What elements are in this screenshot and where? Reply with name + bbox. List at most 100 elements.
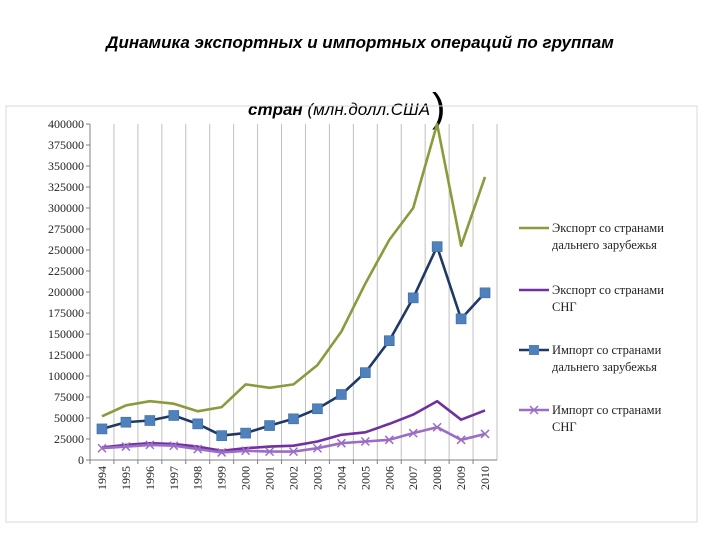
chart-title-line1: Динамика экспортных и импортных операций… — [106, 33, 614, 52]
x-tick-label: 2010 — [478, 466, 492, 490]
marker-stroke — [456, 435, 466, 445]
x-tick-label: 2000 — [239, 466, 253, 490]
y-tick-label: 225000 — [48, 264, 84, 278]
data-point — [144, 415, 156, 426]
data-point — [265, 447, 275, 457]
marker-stroke — [288, 447, 299, 457]
data-point — [312, 403, 323, 415]
y-tick-label: 200000 — [48, 285, 84, 299]
y-tick-label: 350000 — [48, 159, 84, 173]
y-tick-label: 325000 — [48, 180, 84, 194]
data-point — [383, 335, 395, 347]
data-point — [336, 389, 347, 400]
marker-stroke — [193, 444, 203, 454]
data-point — [432, 422, 442, 432]
y-tick-label: 375000 — [48, 138, 84, 152]
marker-stroke — [121, 442, 131, 452]
x-tick-label: 2009 — [454, 466, 468, 490]
data-point — [456, 435, 466, 445]
series-line — [101, 122, 487, 418]
marker-stroke — [408, 428, 418, 438]
legend-label: СНГ — [552, 420, 577, 434]
marker-stroke — [312, 443, 322, 453]
x-tick-label: 2005 — [358, 466, 372, 490]
legend-label: Импорт со странами — [552, 403, 662, 417]
marker-stroke — [336, 438, 346, 448]
data-point — [480, 429, 490, 439]
legend-item-2: Экспорт со странами СНГ — [519, 283, 664, 314]
data-point — [360, 436, 370, 447]
series-4 — [97, 422, 490, 457]
chart-title-line2: стран (млн.долл.США) — [248, 80, 445, 130]
data-point — [217, 447, 227, 457]
data-point — [97, 443, 107, 453]
series-line — [101, 425, 486, 454]
data-point — [169, 441, 179, 451]
y-tick-label: 125000 — [48, 348, 84, 362]
x-tick-label: 1998 — [191, 466, 205, 490]
x-tick-label: 1996 — [143, 466, 157, 490]
data-point — [408, 428, 418, 438]
data-point — [288, 447, 299, 457]
data-point — [431, 241, 443, 252]
data-point — [241, 446, 251, 456]
legend-item-1: Экспорт со странами дальнего зарубежья — [519, 221, 664, 252]
data-point — [120, 416, 132, 428]
data-point — [193, 444, 203, 454]
data-point — [407, 292, 419, 304]
legend-label: Импорт со странами — [552, 343, 662, 357]
marker-stroke — [480, 429, 490, 439]
data-point — [479, 287, 491, 299]
marker-stroke — [145, 440, 155, 450]
legend-swatch-marker — [529, 405, 539, 415]
x-tick-label: 2001 — [263, 466, 277, 490]
marker-stroke — [169, 441, 179, 451]
data-point — [360, 367, 371, 378]
data-point — [240, 427, 251, 439]
data-point — [121, 442, 131, 452]
legend-label: СНГ — [552, 300, 577, 314]
marker-stroke — [432, 422, 442, 432]
data-point — [168, 410, 180, 421]
data-point — [145, 440, 155, 450]
y-tick-label: 0 — [78, 453, 84, 467]
legend-label: дальнего зарубежья — [552, 238, 657, 252]
y-tick-labels: 0 25000 50000 75000 100000 125000 150000 175000… — [48, 117, 84, 467]
axes — [86, 123, 497, 464]
y-tick-label: 50000 — [54, 411, 84, 425]
y-tick-label: 400000 — [48, 117, 84, 131]
y-tick-label: 250000 — [48, 243, 84, 257]
x-tick-label: 2002 — [287, 466, 301, 490]
chart-title-paren: ) — [432, 86, 446, 130]
gridlines — [89, 124, 498, 460]
chart-title-unit: (млн.долл.США — [302, 100, 431, 119]
chart-title-bold: стран — [248, 100, 303, 119]
marker-stroke — [384, 435, 394, 445]
series-2 — [101, 399, 486, 453]
x-tick-label: 1994 — [95, 466, 109, 490]
y-tick-label: 275000 — [48, 222, 84, 236]
data-point — [288, 413, 299, 425]
legend-item-3: Импорт со странами дальнего зарубежья — [519, 343, 662, 374]
data-point — [96, 423, 108, 435]
marker-stroke — [360, 436, 370, 447]
y-tick-label: 75000 — [54, 390, 84, 404]
chart-frame — [5, 105, 698, 523]
data-point — [216, 430, 227, 441]
x-tick-label: 2004 — [334, 466, 348, 490]
marker-stroke — [265, 447, 275, 457]
legend-item-4: Импорт со странами СНГ — [519, 403, 662, 434]
data-point — [455, 313, 467, 325]
legend-label: дальнего зарубежья — [552, 360, 657, 374]
series-3 — [96, 241, 491, 441]
legend-label: Экспорт со странами — [552, 283, 664, 297]
x-tick-label: 1999 — [215, 466, 229, 490]
y-tick-label: 175000 — [48, 306, 84, 320]
data-point — [312, 443, 322, 453]
series-1 — [101, 122, 487, 418]
x-tick-labels: 1994 1995 1996 1997 1998 1999 2000 2001 2002 2003… — [95, 466, 492, 490]
x-tick-label: 1995 — [119, 466, 133, 490]
marker-stroke — [241, 446, 251, 456]
y-tick-label: 100000 — [48, 369, 84, 383]
